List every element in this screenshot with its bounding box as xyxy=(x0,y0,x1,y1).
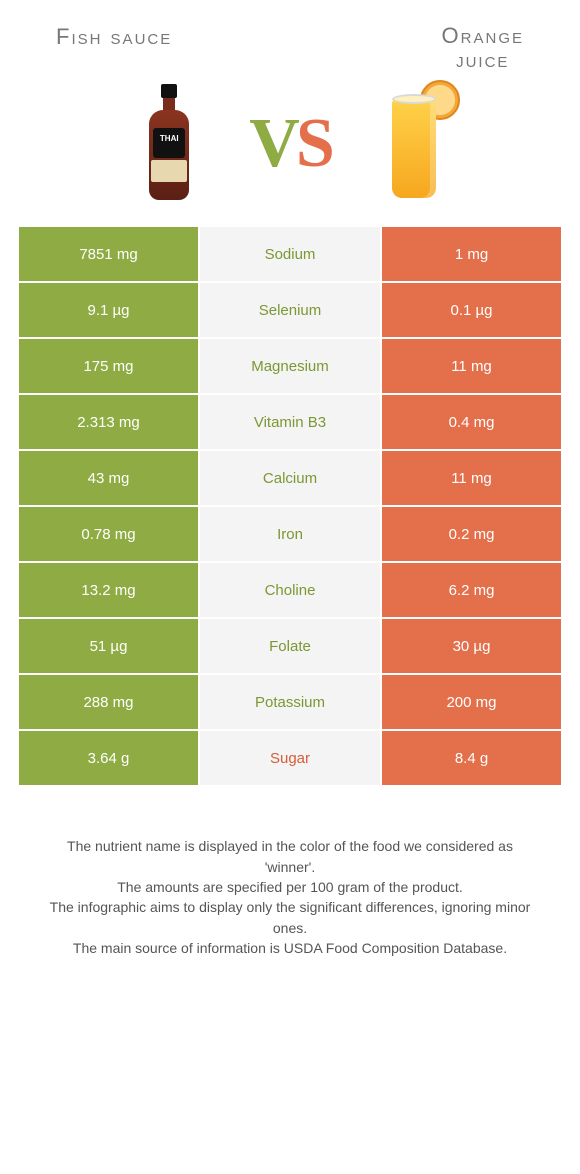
left-value-cell: 7851 mg xyxy=(18,226,199,282)
header-titles: Fish sauce Orange juice xyxy=(0,0,580,76)
right-value-cell: 8.4 g xyxy=(381,730,562,786)
right-value-cell: 6.2 mg xyxy=(381,562,562,618)
footnote-2: The amounts are specified per 100 gram o… xyxy=(40,877,540,897)
left-value-cell: 3.64 g xyxy=(18,730,199,786)
left-value-cell: 0.78 mg xyxy=(18,506,199,562)
nutrient-name-cell: Sodium xyxy=(199,226,381,282)
nutrient-name-cell: Vitamin B3 xyxy=(199,394,381,450)
nutrient-name-cell: Folate xyxy=(199,618,381,674)
nutrient-name-cell: Selenium xyxy=(199,282,381,338)
footnote-4: The main source of information is USDA F… xyxy=(40,938,540,958)
images-row: THAI VS xyxy=(0,76,580,224)
nutrient-name-cell: Potassium xyxy=(199,674,381,730)
left-value-cell: 175 mg xyxy=(18,338,199,394)
right-food-title-line1: Orange xyxy=(442,23,524,48)
left-value-cell: 288 mg xyxy=(18,674,199,730)
footnote-3: The infographic aims to display only the… xyxy=(40,897,540,938)
right-value-cell: 11 mg xyxy=(381,338,562,394)
left-value-cell: 2.313 mg xyxy=(18,394,199,450)
nutrient-name-cell: Iron xyxy=(199,506,381,562)
nutrient-table: 7851 mgSodium1 mg9.1 µgSelenium0.1 µg175… xyxy=(18,224,562,786)
vs-s: S xyxy=(296,105,331,182)
right-value-cell: 0.4 mg xyxy=(381,394,562,450)
footnotes: The nutrient name is displayed in the co… xyxy=(0,786,580,958)
fish-sauce-image: THAI xyxy=(99,79,239,209)
right-value-cell: 11 mg xyxy=(381,450,562,506)
right-food-title-line2: juice xyxy=(456,47,509,72)
table-row: 7851 mgSodium1 mg xyxy=(18,226,562,282)
oj-icon xyxy=(356,84,466,204)
right-food-title: Orange juice xyxy=(442,24,524,72)
table-row: 175 mgMagnesium11 mg xyxy=(18,338,562,394)
right-value-cell: 1 mg xyxy=(381,226,562,282)
orange-juice-image xyxy=(341,79,481,209)
nutrient-name-cell: Choline xyxy=(199,562,381,618)
right-value-cell: 200 mg xyxy=(381,674,562,730)
vs-v: V xyxy=(249,105,296,182)
left-value-cell: 43 mg xyxy=(18,450,199,506)
table-row: 9.1 µgSelenium0.1 µg xyxy=(18,282,562,338)
nutrient-name-cell: Sugar xyxy=(199,730,381,786)
table-row: 2.313 mgVitamin B30.4 mg xyxy=(18,394,562,450)
left-value-cell: 13.2 mg xyxy=(18,562,199,618)
nutrient-name-cell: Magnesium xyxy=(199,338,381,394)
right-value-cell: 30 µg xyxy=(381,618,562,674)
vs-label: VS xyxy=(249,104,331,184)
table-row: 3.64 gSugar8.4 g xyxy=(18,730,562,786)
left-food-title: Fish sauce xyxy=(56,24,172,72)
left-value-cell: 51 µg xyxy=(18,618,199,674)
right-value-cell: 0.1 µg xyxy=(381,282,562,338)
table-row: 13.2 mgCholine6.2 mg xyxy=(18,562,562,618)
footnote-1: The nutrient name is displayed in the co… xyxy=(40,836,540,877)
table-row: 43 mgCalcium11 mg xyxy=(18,450,562,506)
table-row: 0.78 mgIron0.2 mg xyxy=(18,506,562,562)
right-value-cell: 0.2 mg xyxy=(381,506,562,562)
nutrient-name-cell: Calcium xyxy=(199,450,381,506)
left-value-cell: 9.1 µg xyxy=(18,282,199,338)
table-row: 51 µgFolate30 µg xyxy=(18,618,562,674)
bottle-icon: THAI xyxy=(141,84,197,204)
table-row: 288 mgPotassium200 mg xyxy=(18,674,562,730)
